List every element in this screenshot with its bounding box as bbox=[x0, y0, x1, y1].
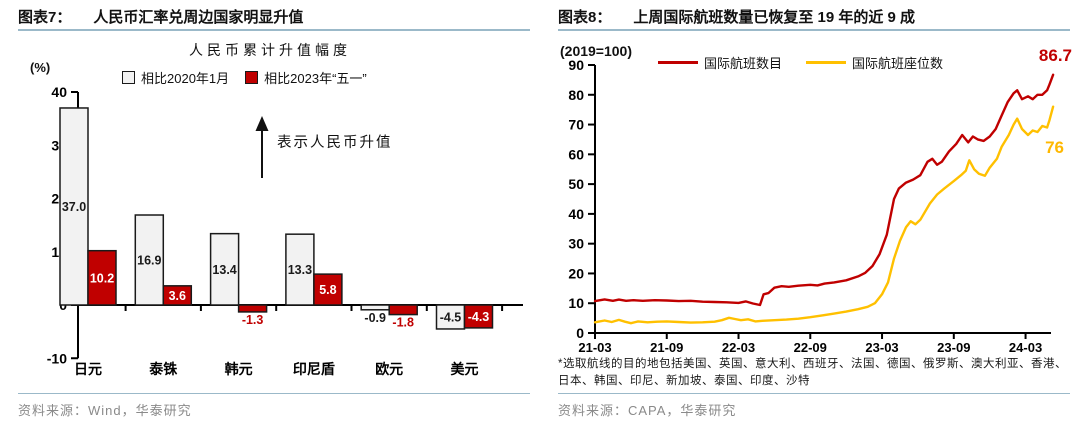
appreciation-annotation: 表示人民币升值 bbox=[277, 135, 393, 151]
bar bbox=[313, 273, 343, 306]
bar-value-label: 16.9 bbox=[137, 254, 161, 268]
x-tick-label: 21-09 bbox=[650, 340, 683, 355]
figure-8-title: 上周国际航班数量已恢复至 19 年的近 9 成 bbox=[633, 9, 916, 26]
x-tick-label: 24-03 bbox=[1009, 340, 1042, 355]
bar-chart-canvas: 403020100-10日元泰铢韩元印尼盾欧元美元37.016.913.413.… bbox=[47, 84, 523, 377]
y-tick-label: 10 bbox=[568, 295, 584, 311]
red-line-swatch-icon bbox=[658, 61, 698, 64]
yellow-line-swatch-icon bbox=[806, 61, 847, 64]
bar bbox=[87, 249, 117, 306]
bar-value-label: 10.2 bbox=[90, 271, 114, 285]
y-tick-label: 90 bbox=[568, 57, 584, 73]
bar-value-label: -1.3 bbox=[242, 313, 264, 327]
legend-item-seats: 国际航班座位数 bbox=[806, 53, 943, 72]
bar-value-label: 3.6 bbox=[169, 289, 186, 303]
figure-8-header: 图表8： 上周国际航班数量已恢复至 19 年的近 9 成 bbox=[558, 6, 1070, 31]
bar-value-label: -0.9 bbox=[364, 311, 386, 325]
flights-end-value: 86.7 bbox=[1038, 46, 1072, 65]
y-tick-label: -10 bbox=[47, 350, 67, 366]
y-tick-label: 40 bbox=[51, 84, 67, 100]
bar-chart-title: 人民币累计升值幅度 bbox=[189, 42, 351, 58]
source-divider bbox=[18, 393, 530, 394]
legend-item-flights: 国际航班数目 bbox=[658, 53, 782, 72]
bar-value-label: 37.0 bbox=[62, 200, 86, 214]
category-label: 印尼盾 bbox=[293, 361, 335, 377]
x-tick-label: 23-09 bbox=[937, 340, 970, 355]
category-label: 美元 bbox=[451, 361, 479, 377]
bar bbox=[285, 233, 315, 306]
y-tick-label: 50 bbox=[568, 176, 584, 192]
y-axis-unit-label: (%) bbox=[30, 60, 51, 75]
bar bbox=[162, 285, 193, 306]
figure-7-label: 图表7： bbox=[18, 9, 72, 26]
bar bbox=[360, 304, 390, 311]
y-tick-label: 20 bbox=[568, 265, 584, 281]
data-line bbox=[593, 105, 1055, 325]
legend-item-2023: 相比2023年“五一” bbox=[245, 68, 367, 87]
category-label: 泰铢 bbox=[148, 361, 178, 377]
y-tick-label: 40 bbox=[568, 206, 584, 222]
legend-label-seats: 国际航班座位数 bbox=[852, 56, 944, 71]
source-divider bbox=[558, 393, 1070, 394]
data-line bbox=[593, 73, 1055, 307]
line-chart-canvas: 90 80 70 60 50 40 30 20 10 021-03 21-09 22-03 22-09 2… bbox=[568, 57, 1055, 355]
category-label: 韩元 bbox=[225, 361, 253, 377]
y-tick-label: 70 bbox=[568, 117, 584, 133]
figure-7-header: 图表7： 人民币汇率兑周边国家明显升值 bbox=[18, 6, 530, 31]
y-tick-label: 80 bbox=[568, 87, 584, 103]
x-tick-label: 22-03 bbox=[722, 340, 755, 355]
category-label: 日元 bbox=[74, 361, 102, 377]
category-label: 欧元 bbox=[375, 361, 403, 377]
x-tick-label: 22-09 bbox=[794, 340, 827, 355]
line-chart-legend: 国际航班数目 国际航班座位数 bbox=[658, 53, 943, 72]
legend-label-2020: 相比2020年1月 bbox=[141, 71, 230, 86]
y-tick-label: 60 bbox=[568, 146, 584, 162]
route-footnote: *选取航线的目的地包括美国、英国、意大利、西班牙、法国、德国、俄罗斯、澳大利亚、… bbox=[558, 358, 1067, 387]
index-base-note: (2019=100) bbox=[560, 43, 633, 59]
legend-item-2020: 相比2020年1月 bbox=[122, 68, 229, 87]
up-arrow-head-icon bbox=[255, 116, 269, 131]
gray-swatch-icon bbox=[122, 71, 135, 84]
x-tick-label: 23-03 bbox=[865, 340, 898, 355]
legend-label-2023: 相比2023年“五一” bbox=[264, 71, 367, 86]
bar bbox=[463, 304, 494, 329]
bar bbox=[388, 304, 418, 316]
x-tick-label: 21-03 bbox=[578, 340, 611, 355]
panel-figure-8: 图表8： 上周国际航班数量已恢复至 19 年的近 9 成 (2019=100) … bbox=[540, 0, 1080, 428]
panel-figure-7: 图表7： 人民币汇率兑周边国家明显升值 人民币累计升值幅度 (%) 相比2020… bbox=[18, 6, 530, 418]
y-tick-label: 0 bbox=[576, 325, 584, 341]
figure-7-title: 人民币汇率兑周边国家明显升值 bbox=[93, 9, 304, 26]
figure-8-label: 图表8： bbox=[558, 9, 612, 26]
bar-value-label: 13.3 bbox=[288, 263, 312, 277]
bar bbox=[134, 214, 165, 306]
bar-value-label: -4.5 bbox=[440, 310, 462, 324]
bar-value-label: 13.4 bbox=[212, 263, 236, 277]
bar bbox=[59, 107, 89, 306]
legend-label-flights: 国际航班数目 bbox=[704, 56, 783, 71]
bar bbox=[237, 304, 268, 313]
bar bbox=[209, 232, 240, 306]
bar-value-label: 5.8 bbox=[319, 283, 336, 297]
bar-value-label: -1.8 bbox=[392, 316, 414, 330]
bar-chart-legend: 相比2020年1月 相比2023年“五一” bbox=[122, 68, 367, 87]
red-swatch-icon bbox=[245, 71, 259, 84]
y-tick-label: 30 bbox=[568, 236, 584, 252]
figure-7-source: 资料来源：Wind，华泰研究 bbox=[18, 403, 192, 418]
figure-8-source: 资料来源：CAPA，华泰研究 bbox=[558, 403, 737, 418]
seats-end-value: 76 bbox=[1045, 138, 1064, 157]
bar-value-label: -4.3 bbox=[468, 310, 490, 324]
